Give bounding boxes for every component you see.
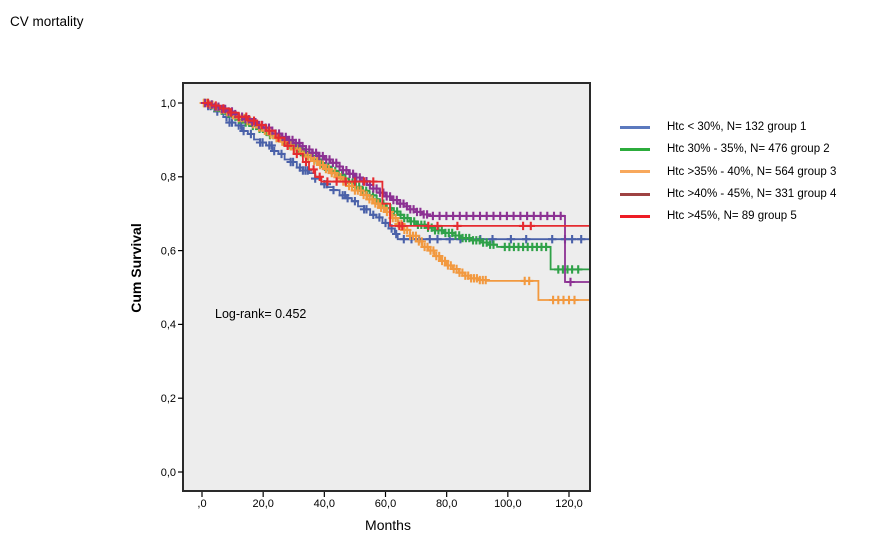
y-tick-label: 0,0 <box>161 467 176 479</box>
x-tick-label: 40,0 <box>314 498 335 510</box>
legend-line-swatch <box>620 125 650 129</box>
legend-label: Htc >40% - 45%, N= 331 group 4 <box>667 188 837 201</box>
legend-label: Htc 30% - 35%, N= 476 group 2 <box>667 143 830 156</box>
x-tick-label: 100,0 <box>494 498 522 510</box>
y-tick-label: 0,4 <box>161 319 176 331</box>
censor-marks-group-5 <box>203 98 535 231</box>
legend-item-group-3: Htc >35% - 40%, N= 564 group 3 <box>620 161 836 183</box>
legend-item-group-2: Htc 30% - 35%, N= 476 group 2 <box>620 138 836 160</box>
legend-line-swatch <box>620 192 650 196</box>
log-rank-annotation: Log-rank= 0.452 <box>215 307 306 321</box>
legend-label: Htc >35% - 40%, N= 564 group 3 <box>667 165 837 178</box>
legend-line-swatch <box>620 147 650 151</box>
legend-line-swatch <box>620 214 650 218</box>
y-tick-label: 0,8 <box>161 172 176 184</box>
y-tick-label: 1,0 <box>161 98 176 110</box>
legend-item-group-4: Htc >40% - 45%, N= 331 group 4 <box>620 183 836 205</box>
x-tick-label: 20,0 <box>252 498 273 510</box>
legend-label: Htc >45%, N= 89 group 5 <box>667 210 797 223</box>
page-title: CV mortality <box>10 14 84 29</box>
plot-area <box>182 82 591 492</box>
x-tick-label: ,0 <box>197 498 206 510</box>
x-tick-label: 120,0 <box>555 498 583 510</box>
x-tick-label: 60,0 <box>375 498 396 510</box>
x-axis-title: Months <box>365 517 411 533</box>
y-tick-label: 0,6 <box>161 245 176 257</box>
chart-legend: Htc < 30%, N= 132 group 1 Htc 30% - 35%, … <box>620 116 836 227</box>
y-axis-title: Cum Survival <box>128 223 144 312</box>
y-tick-label: 0,2 <box>161 393 176 405</box>
legend-item-group-1: Htc < 30%, N= 132 group 1 <box>620 116 836 138</box>
x-tick-label: 80,0 <box>436 498 457 510</box>
legend-line-swatch <box>620 170 650 174</box>
legend-label: Htc < 30%, N= 132 group 1 <box>667 121 807 134</box>
legend-item-group-5: Htc >45%, N= 89 group 5 <box>620 205 836 227</box>
